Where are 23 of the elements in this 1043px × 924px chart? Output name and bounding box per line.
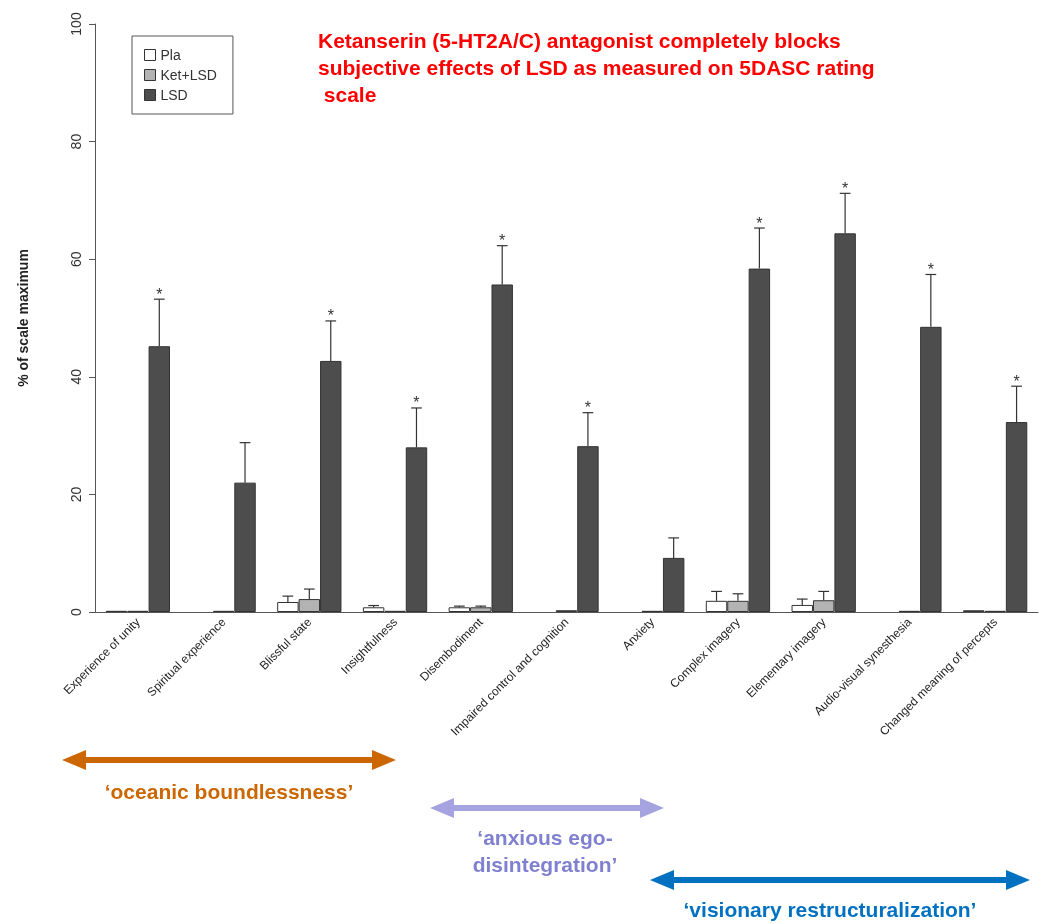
text: ‘visionary restructuralization’: [682, 897, 978, 923]
data-label: *: [756, 214, 763, 232]
y-tick-label: 60: [68, 251, 84, 267]
legend-label: Pla: [160, 47, 181, 63]
legend-label: LSD: [160, 87, 188, 103]
y-tick-label: 80: [68, 133, 84, 150]
data-label: *: [1013, 372, 1020, 390]
text: Ketanserin (5-HT2A/C) antagonist completely blocks subjective effects of LSD as measured on 5DASC rating scale: [318, 29, 875, 106]
y-tick-label: 0: [68, 607, 84, 616]
text: ‘anxious ego-disintegration’: [471, 825, 619, 879]
data-label: *: [327, 307, 334, 325]
data-label: *: [842, 179, 849, 197]
data-label: *: [927, 260, 934, 278]
y-axis-title: % of scale maximum: [15, 249, 31, 387]
y-tick-label: 20: [68, 486, 84, 503]
text: ‘oceanic boundlessness’: [103, 779, 355, 805]
data-label: *: [413, 394, 420, 412]
y-tick-label: 100: [68, 12, 84, 36]
data-label: *: [584, 399, 592, 417]
legend-label: Ket+LSD: [160, 67, 217, 83]
data-label: *: [156, 285, 163, 303]
data-label: *: [499, 232, 506, 250]
y-tick-label: 40: [68, 368, 84, 385]
